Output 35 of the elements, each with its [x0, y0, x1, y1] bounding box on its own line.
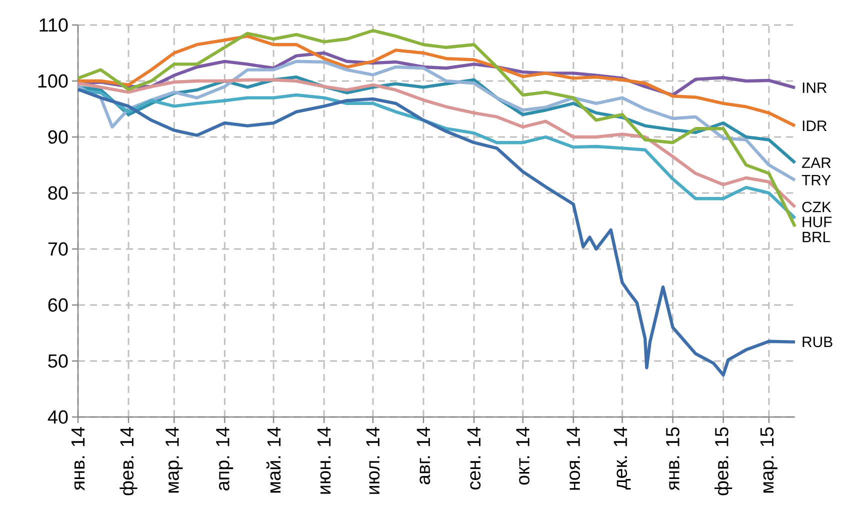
x-tick-label: окт. 14	[516, 427, 530, 485]
y-tick-label: 90	[48, 130, 68, 144]
x-tick-label: мар. 14	[166, 427, 183, 493]
series-label: ZAR	[802, 158, 831, 168]
line-series	[76, 34, 797, 128]
x-tick-label: дек. 14	[614, 427, 631, 490]
y-tick-label: 110	[40, 18, 68, 32]
x-tick-label: май. 14	[266, 427, 281, 493]
x-tick-label: июн. 14	[317, 427, 331, 494]
x-tick-label: апр. 14	[216, 427, 234, 490]
x-tick-label: сен. 14	[467, 427, 481, 490]
series-label: BRL	[802, 232, 830, 242]
y-tick-label: 50	[48, 354, 68, 368]
series-label: INR	[802, 82, 827, 93]
y-tick-label: 100	[38, 74, 68, 88]
x-tick-label: июл. 14	[366, 427, 380, 494]
x-tick-label: янв. 15	[666, 427, 680, 490]
line-series	[76, 60, 797, 182]
series-label: CZK	[802, 202, 832, 212]
y-tick-label: 40	[48, 410, 68, 424]
x-tick-label: ноя. 14	[566, 427, 580, 490]
series-label: HUF	[802, 216, 832, 228]
y-tick-label: 70	[48, 242, 68, 256]
series-label: IDR	[802, 120, 827, 131]
line-series	[76, 88, 797, 377]
x-tick-label: фев. 14	[120, 427, 138, 496]
x-tick-label: фев. 15	[714, 427, 732, 496]
x-tick-label: янв. 14	[71, 427, 85, 490]
x-tick-label: мар. 15	[760, 427, 778, 493]
series-label: RUB	[802, 336, 832, 348]
y-tick-label: 60	[48, 298, 68, 312]
series-label: TRY	[802, 174, 831, 186]
line-series	[76, 29, 797, 228]
x-tick-label: авг. 14	[416, 427, 430, 484]
y-tick-label: 80	[48, 186, 68, 200]
